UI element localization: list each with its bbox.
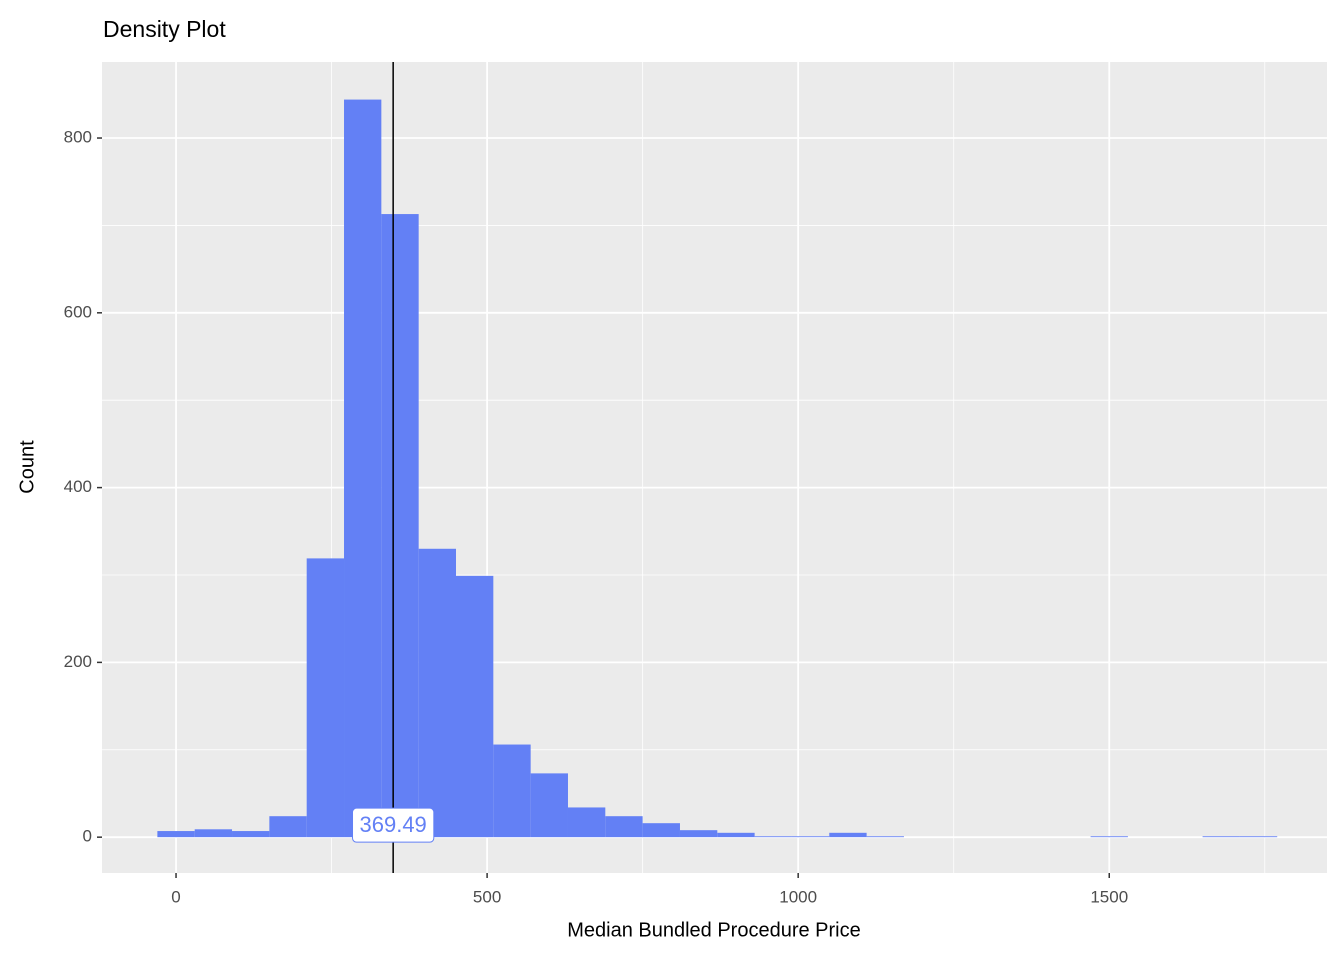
x-axis-label: Median Bundled Procedure Price: [567, 919, 861, 941]
bar: [829, 832, 867, 838]
bar: [717, 832, 755, 838]
y-tick-label: 400: [64, 477, 92, 496]
bar: [455, 575, 494, 838]
chart-title: Density Plot: [103, 16, 226, 42]
bar: [344, 99, 382, 838]
bar: [269, 816, 307, 838]
x-tick-label: 1500: [1090, 887, 1128, 906]
bar: [232, 831, 270, 838]
y-tick-label: 200: [64, 652, 92, 671]
bar: [1090, 836, 1128, 838]
bar: [157, 831, 195, 838]
x-tick-label: 500: [473, 887, 501, 906]
bar: [194, 829, 233, 838]
bar: [679, 830, 718, 838]
y-tick-label: 0: [83, 827, 92, 846]
x-tick-label: 1000: [779, 887, 817, 906]
bar: [605, 816, 643, 838]
bar: [493, 744, 531, 838]
y-tick-label: 600: [64, 302, 92, 321]
x-tick-label: 0: [171, 887, 180, 906]
annotation: 369.49: [360, 812, 427, 837]
bar: [866, 836, 904, 838]
bar: [567, 807, 606, 838]
annotation-box: [352, 807, 435, 843]
bar: [1239, 836, 1278, 838]
y-axis-label: Count: [16, 440, 38, 494]
bar: [642, 823, 680, 838]
bar: [381, 214, 419, 838]
bar: [306, 558, 345, 838]
bar: [754, 836, 792, 838]
bar: [791, 836, 830, 838]
bar: [418, 548, 456, 838]
bar: [1202, 836, 1240, 838]
y-tick-label: 800: [64, 128, 92, 147]
bar: [530, 773, 568, 838]
plot-panel: [102, 62, 1327, 873]
